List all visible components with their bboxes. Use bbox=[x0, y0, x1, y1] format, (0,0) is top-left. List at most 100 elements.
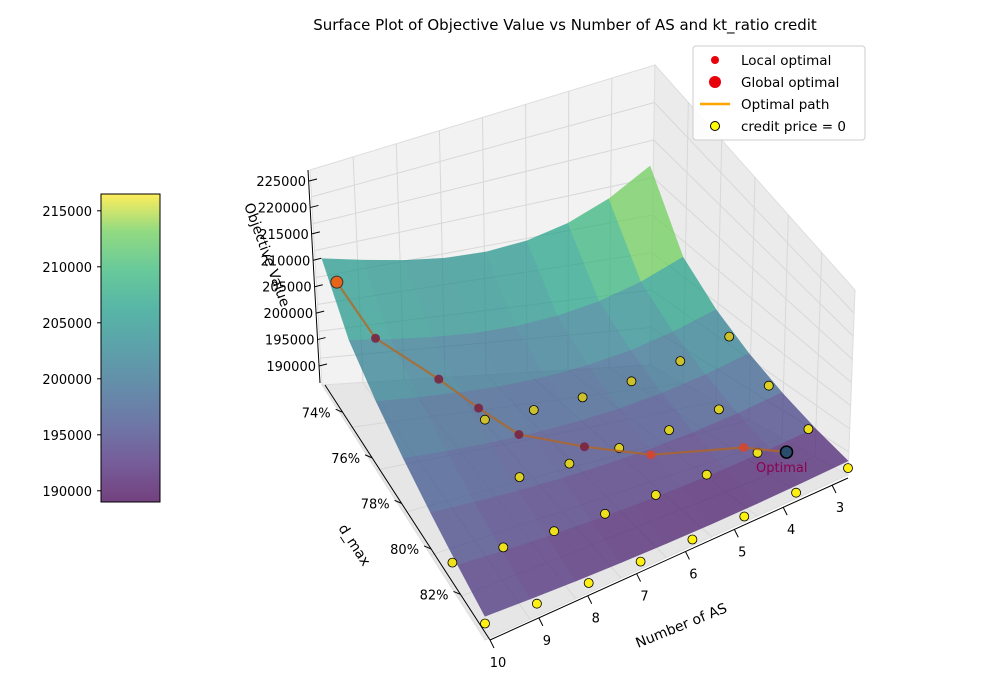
y-tick-label: 82% bbox=[420, 588, 449, 603]
right-wall-gridline bbox=[652, 214, 852, 383]
z-tick-label: 210000 bbox=[261, 254, 311, 269]
y-tick-mark bbox=[335, 408, 343, 413]
global-optimal-point bbox=[779, 445, 794, 459]
z-tick-label: 215000 bbox=[259, 228, 309, 243]
right-wall-gridline bbox=[654, 102, 855, 314]
credit-zero-point bbox=[514, 472, 525, 483]
credit-zero-point bbox=[480, 618, 490, 629]
y-tick-mark bbox=[364, 454, 373, 459]
credit-zero-point bbox=[577, 392, 588, 403]
z-tick-label: 205000 bbox=[262, 281, 312, 296]
x-tick-label: 10 bbox=[490, 656, 507, 671]
colorbar-ticks: 190000 195000 200000 205000 210000 215000 bbox=[42, 205, 101, 500]
x-ticks: 3 4 5 6 7 8 9 10 bbox=[489, 484, 844, 671]
chart-title: Surface Plot of Objective Value vs Numbe… bbox=[313, 16, 817, 35]
credit-zero-point bbox=[843, 463, 853, 474]
objective-surface bbox=[321, 165, 849, 617]
y-tick-mark bbox=[423, 545, 432, 550]
credit-zero-point bbox=[447, 557, 458, 568]
x-tick-label: 5 bbox=[738, 545, 746, 560]
x-tick-label: 3 bbox=[836, 501, 844, 516]
credit-zero-point bbox=[763, 380, 774, 391]
colorbar-tick-label: 200000 bbox=[42, 373, 92, 388]
z-tick-mark bbox=[308, 178, 318, 182]
y-tick-mark bbox=[394, 499, 402, 504]
credit-zero-point bbox=[803, 424, 814, 435]
local-optimal-point bbox=[514, 429, 524, 439]
credit-zero-point bbox=[664, 425, 674, 436]
x-tick-mark bbox=[782, 506, 788, 516]
z-tick-mark bbox=[311, 231, 320, 235]
x-tick-mark bbox=[538, 617, 544, 627]
credit-zero-point bbox=[650, 490, 661, 500]
x-tick-mark bbox=[636, 573, 642, 582]
z-tick-mark bbox=[316, 310, 325, 314]
y-tick-label: 74% bbox=[302, 406, 331, 421]
credit-zero-point bbox=[687, 534, 698, 545]
credit-zero-point bbox=[583, 578, 594, 588]
credit-zero-point bbox=[701, 469, 712, 480]
credit-zero-point bbox=[675, 356, 686, 367]
legend-box bbox=[692, 45, 866, 141]
colorbar-tick-label: 215000 bbox=[42, 205, 92, 220]
local-optimal-point bbox=[371, 333, 381, 343]
colorbar-tick-label: 205000 bbox=[42, 317, 92, 332]
local-optimal-point bbox=[474, 403, 484, 413]
back-wall-gridline bbox=[314, 177, 654, 252]
y-tick-mark bbox=[453, 591, 461, 595]
back-wall-gridline bbox=[311, 102, 655, 198]
credit-zero-point bbox=[564, 458, 575, 469]
credit-zero-point bbox=[626, 376, 637, 387]
x-axis-label: Number of AS bbox=[634, 600, 730, 651]
z-tick-mark bbox=[310, 204, 319, 208]
credit-zero-point bbox=[635, 556, 646, 567]
back-wall-gridline bbox=[312, 139, 654, 225]
colorbar-gradient bbox=[101, 194, 160, 502]
x-tick-mark bbox=[489, 639, 495, 649]
x-axis-line bbox=[489, 477, 849, 641]
credit-zero-point bbox=[724, 331, 735, 342]
local-optimal-point bbox=[739, 443, 749, 453]
z-tick-mark bbox=[313, 257, 322, 261]
credit-price-zero-points bbox=[447, 331, 853, 629]
right-wall-gridline bbox=[653, 139, 854, 337]
right-wall-gridline bbox=[652, 177, 853, 360]
credit-zero-point bbox=[739, 511, 750, 522]
local-optimal-point bbox=[579, 442, 589, 452]
y-ticks: 74% 76% 78% 80% 82% bbox=[302, 406, 461, 603]
local-optimal-point bbox=[646, 450, 656, 460]
credit-zero-point bbox=[549, 526, 559, 537]
x-tick-mark bbox=[684, 551, 690, 560]
y-tick-label: 76% bbox=[331, 452, 360, 467]
y-axis-line bbox=[324, 384, 491, 641]
credit-zero-point bbox=[791, 487, 801, 498]
optimal-path bbox=[330, 275, 794, 460]
z-tick-label: 225000 bbox=[256, 175, 306, 190]
x-tick-label: 6 bbox=[689, 567, 697, 582]
global-optimal-marker bbox=[709, 76, 721, 88]
credit-zero-point bbox=[528, 405, 539, 415]
surface-patch bbox=[769, 427, 849, 483]
x-tick-label: 4 bbox=[787, 523, 795, 538]
z-axis-line bbox=[307, 169, 321, 384]
z-tick-mark bbox=[317, 337, 326, 341]
z-tick-mark bbox=[314, 284, 323, 288]
credit-zero-point bbox=[479, 414, 490, 425]
legend: Local optimal Global optimal Optimal pat… bbox=[692, 45, 866, 141]
colorbar: 190000 195000 200000 205000 210000 215000 bbox=[42, 193, 161, 503]
x-tick-label: 7 bbox=[640, 590, 648, 605]
z-tick-label: 190000 bbox=[266, 360, 316, 375]
axes: 190000 195000 200000 205000 210000 215000 2200… bbox=[256, 169, 849, 671]
x-tick-mark bbox=[587, 595, 593, 604]
legend-credit-price-zero: credit price = 0 bbox=[741, 119, 846, 135]
colorbar-tick-label: 210000 bbox=[42, 261, 92, 276]
y-axis-label: d_max bbox=[335, 521, 374, 569]
legend-global-optimal: Global optimal bbox=[741, 75, 839, 91]
z-ticks: 190000 195000 200000 205000 210000 215000 2200… bbox=[256, 175, 328, 375]
z-tick-mark bbox=[318, 363, 328, 367]
colorbar-tick-label: 195000 bbox=[42, 429, 92, 444]
credit-zero-point bbox=[714, 404, 724, 415]
x-tick-mark bbox=[831, 484, 837, 494]
legend-optimal-path: Optimal path bbox=[741, 97, 829, 113]
z-tick-label: 200000 bbox=[264, 307, 314, 322]
